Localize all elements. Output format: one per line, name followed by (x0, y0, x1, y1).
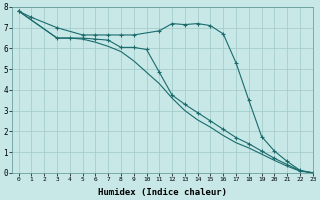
X-axis label: Humidex (Indice chaleur): Humidex (Indice chaleur) (98, 188, 227, 197)
